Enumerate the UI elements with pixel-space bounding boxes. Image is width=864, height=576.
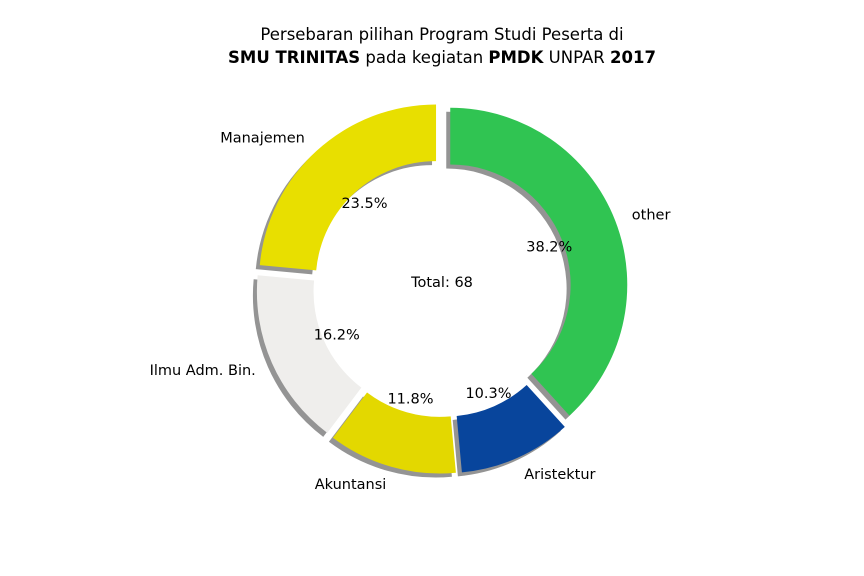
title-event: PMDK <box>488 48 544 67</box>
category-labels: Manajemen Ilmu Adm. Bin. Akuntansi Aristekt… <box>150 131 671 493</box>
percent-labels: 23.5% 16.2% 11.8% 10.3% 38.2% <box>314 196 573 408</box>
percent-label-akuntansi: 11.8% <box>387 392 433 408</box>
category-label-aristektur: Aristektur <box>524 467 595 483</box>
title-year: 2017 <box>610 48 656 67</box>
category-label-manajemen: Manajemen <box>220 131 305 147</box>
center-total-label: Total: 68 <box>410 275 473 291</box>
category-label-akuntansi: Akuntansi <box>315 477 387 493</box>
percent-label-aristektur: 10.3% <box>465 386 511 402</box>
slice-other <box>450 107 628 416</box>
slice-aristektur <box>456 385 565 473</box>
slice-ilmu-adm-bin <box>256 275 362 433</box>
pie-slices <box>256 104 628 474</box>
chart-title: Persebaran pilihan Program Studi Peserta… <box>228 25 656 67</box>
slice-manajemen <box>259 104 437 271</box>
category-label-other: other <box>632 208 671 224</box>
title-text-1: pada kegiatan <box>365 48 483 67</box>
percent-label-manajemen: 23.5% <box>341 196 387 212</box>
percent-label-other: 38.2% <box>526 239 572 255</box>
category-label-ilmu-adm-bin: Ilmu Adm. Bin. <box>150 363 256 379</box>
title-text-2: UNPAR <box>549 48 605 67</box>
percent-label-ilmu-adm-bin: 16.2% <box>314 328 360 344</box>
chart-title-line-1: Persebaran pilihan Program Studi Peserta… <box>260 25 623 44</box>
chart-title-line-2: SMU TRINITAS pada kegiatan PMDK UNPAR 20… <box>228 48 656 67</box>
title-school: SMU TRINITAS <box>228 48 360 67</box>
slice-akuntansi <box>332 392 456 474</box>
